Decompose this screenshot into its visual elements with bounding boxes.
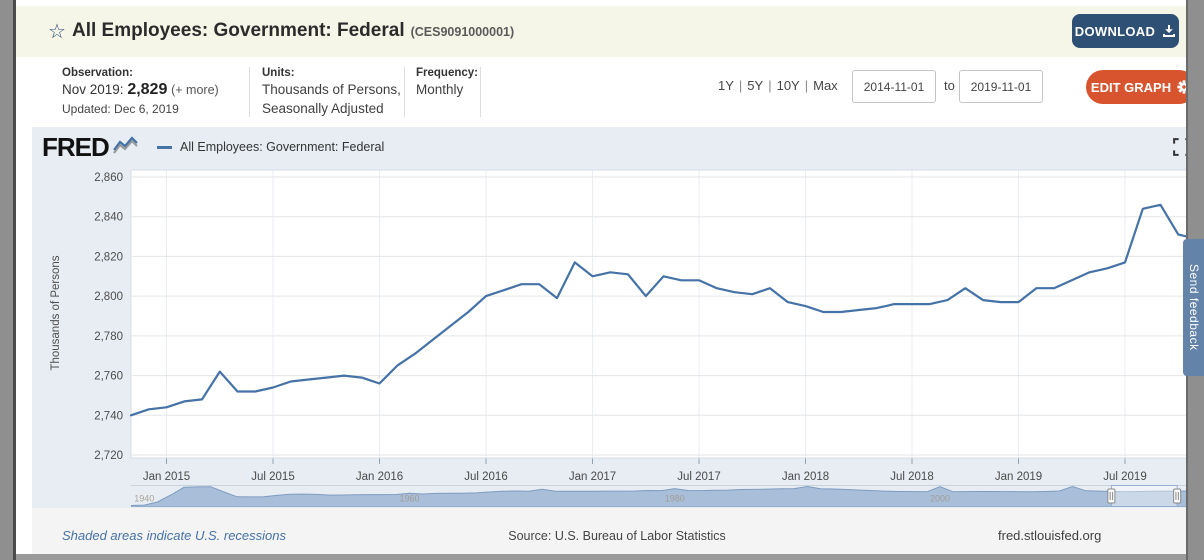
navigator-selection [1110, 485, 1178, 507]
range-1y[interactable]: 1Y [718, 78, 734, 93]
chart-area: FRED All Employees: Government: Federal … [32, 127, 1202, 508]
range-max[interactable]: Max [813, 78, 838, 93]
date-to-label: to [944, 78, 955, 93]
observation-value: Nov 2019: 2,829 (+ more) [62, 81, 219, 99]
observation-block: Observation: Nov 2019: 2,829 (+ more) Up… [62, 67, 219, 116]
fred-logo[interactable]: FRED [42, 134, 139, 160]
page-content: ☆ All Employees: Government: Federal (CES… [16, 0, 1202, 560]
meta-bar: Observation: Nov 2019: 2,829 (+ more) Up… [32, 57, 1202, 127]
edit-graph-label: EDIT GRAPH [1090, 79, 1172, 95]
series-header: ☆ All Employees: Government: Federal (CES… [16, 6, 1186, 57]
observation-more-link[interactable]: (+ more) [171, 83, 219, 97]
navigator-year-label: 1980 [665, 494, 685, 504]
x-tick-label: Jul 2016 [464, 471, 507, 483]
date-to-input[interactable] [959, 70, 1043, 103]
legend-label: All Employees: Government: Federal [180, 140, 385, 154]
download-icon [1163, 24, 1176, 37]
divider [404, 67, 405, 117]
x-tick-label: Jul 2018 [890, 471, 933, 483]
download-button[interactable]: DOWNLOAD [1072, 14, 1179, 48]
x-tick-label: Jan 2019 [995, 471, 1042, 483]
range-separator: | [738, 78, 743, 93]
navigator-year-label: 1960 [399, 494, 419, 504]
units-block: Units: Thousands of Persons, Seasonally … [262, 67, 401, 117]
y-tick-label: 2,760 [94, 371, 123, 383]
site-url: fred.stlouisfed.org [998, 528, 1102, 543]
frequency-block: Frequency: Monthly [416, 67, 478, 98]
main-line-chart[interactable]: Jan 2015 Jul 2015 Jan 2016 Jul 2016 Jan 2017… [71, 168, 1196, 488]
recessions-note-link[interactable]: Shaded areas indicate U.S. recessions [62, 528, 287, 543]
page-title: All Employees: Government: Federal (CES90… [72, 20, 514, 42]
y-tick-label: 2,860 [94, 172, 123, 184]
series-line[interactable] [129, 203, 1196, 417]
send-feedback-tab[interactable]: Send feedback [1183, 239, 1204, 376]
x-tick-label: Jan 2016 [356, 471, 403, 483]
frequency-value: Monthly [416, 82, 464, 97]
units-line2: Seasonally Adjusted [262, 101, 384, 116]
divider [480, 67, 481, 117]
range-separator: | [804, 78, 809, 93]
range-shortcuts: 1Y | 5Y | 10Y | Max [718, 78, 838, 93]
edit-graph-button[interactable]: EDIT GRAPH [1086, 70, 1196, 104]
observation-label: Observation: [62, 67, 133, 79]
units-label: Units: [262, 67, 295, 79]
x-tick-label: Jul 2017 [677, 471, 720, 483]
y-tick-label: 2,840 [94, 212, 123, 224]
observation-period: Nov 2019: [62, 82, 124, 97]
x-tick-label: Jan 2018 [782, 471, 829, 483]
window-frame-left-border [13, 0, 16, 560]
x-tick-label: Jan 2015 [143, 471, 190, 483]
date-from-input[interactable] [852, 70, 936, 103]
navigator-year-label: 2000 [930, 494, 950, 504]
navigator-year-label: 1940 [134, 494, 154, 504]
series-id: (CES9091000001) [410, 25, 515, 39]
plot-border [130, 169, 1196, 459]
x-tick-label: Jul 2015 [251, 471, 294, 483]
navigator-handle-left[interactable] [1107, 488, 1116, 504]
chart-legend: All Employees: Government: Federal [157, 140, 384, 154]
observation-number: 2,829 [127, 81, 168, 98]
series-title-text: All Employees: Government: Federal [72, 20, 405, 41]
chart-footer: Shaded areas indicate U.S. recessions So… [32, 508, 1202, 554]
units-line1: Thousands of Persons, [262, 82, 401, 97]
observation-updated: Updated: Dec 6, 2019 [62, 102, 179, 116]
x-tick-label: Jul 2019 [1103, 471, 1146, 483]
range-10y[interactable]: 10Y [776, 78, 800, 93]
window-frame-bottom [16, 554, 1186, 560]
divider [249, 67, 250, 117]
y-axis-title: Thousands of Persons [50, 255, 62, 371]
frequency-label: Frequency: [416, 67, 478, 79]
navigator-handle-right[interactable] [1173, 488, 1182, 504]
range-5y[interactable]: 5Y [747, 78, 764, 93]
range-navigator[interactable]: 1940 1960 1980 2000 [131, 485, 1192, 507]
range-separator: | [768, 78, 772, 93]
y-tick-label: 2,720 [94, 450, 123, 462]
y-tick-label: 2,820 [94, 251, 123, 263]
favorite-star-icon[interactable]: ☆ [48, 21, 66, 43]
download-label: DOWNLOAD [1074, 23, 1156, 39]
y-tick-label: 2,740 [94, 410, 123, 422]
legend-line-swatch [157, 145, 172, 149]
window-frame-left [0, 0, 13, 560]
navigator-area [131, 485, 1192, 507]
x-tick-label: Jan 2017 [569, 471, 616, 483]
y-tick-label: 2,780 [94, 331, 123, 343]
fred-logo-sparkline-icon [112, 136, 138, 154]
fred-logo-text: FRED [42, 132, 110, 162]
y-tick-label: 2,800 [94, 291, 123, 303]
source-text: Source: U.S. Bureau of Labor Statistics [508, 529, 726, 543]
